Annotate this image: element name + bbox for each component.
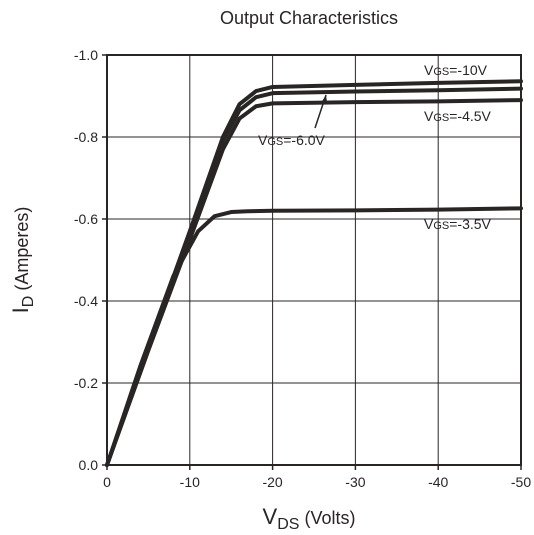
x-tick-label-3: -30 [345,474,365,490]
x-tick-label-2: -20 [262,474,282,490]
y-tick-label-0: 0.0 [79,457,99,473]
series-label-vgs-10v: VGS=-10V [424,62,488,78]
series-label-rest-3: =-3.5V [449,216,491,232]
series-label-sub-0: GS [433,66,449,78]
series-label-vgs-4-5v: VGS=-4.5V [424,108,492,124]
y-axis-label-rest: (Amperes) [12,207,32,296]
series-label-sub-3: GS [433,220,449,232]
x-tick-label-0: 0 [103,474,111,490]
y-tick-label-1: -0.2 [74,375,98,391]
x-axis-label: VDS (Volts) [263,504,356,533]
x-tick-label-5: -50 [511,474,531,490]
series-label-rest-0: =-10V [449,62,487,78]
x-tick-label-4: -40 [428,474,448,490]
series-label-vgs-3-5v: VGS=-3.5V [424,216,492,232]
y-tick-label-5: -1.0 [74,47,98,63]
y-axis-label-sub: D [20,296,37,308]
y-axis-label: ID (Amperes) [8,207,37,314]
chart-title: Output Characteristics [220,8,398,28]
y-tick-label-4: -0.8 [74,129,98,145]
x-tick-label-1: -10 [180,474,200,490]
x-axis-label-rest: (Volts) [299,508,355,528]
series-label-rest-1: =-6.0V [283,132,325,148]
series-label-sub-1: GS [267,136,283,148]
x-axis-label-main: V [263,504,278,529]
series-label-sub-2: GS [433,112,449,124]
series-label-vgs-6-0v: VGS=-6.0V [258,132,326,148]
y-tick-label-3: -0.6 [74,211,98,227]
series-label-rest-2: =-4.5V [449,108,491,124]
series-line-vgs-3-5v [107,208,521,465]
arrow-head-icon [321,95,327,103]
y-tick-label-2: -0.4 [74,293,98,309]
x-axis-label-sub: DS [277,516,299,533]
